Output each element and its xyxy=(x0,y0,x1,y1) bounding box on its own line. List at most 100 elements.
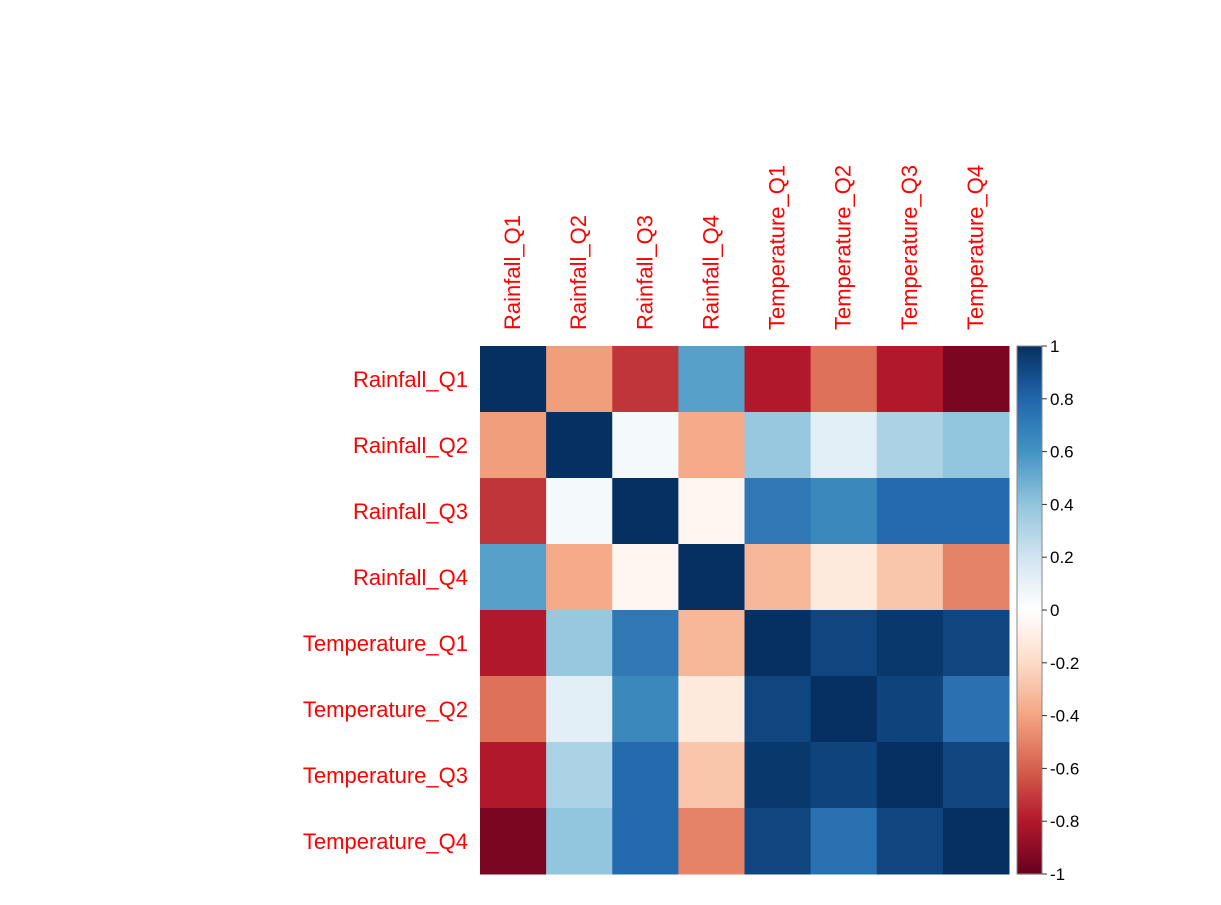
heatmap-cell-r7-c2 xyxy=(546,742,613,809)
colorbar-segment xyxy=(1017,676,1042,680)
heatmap-cell-r7-c5 xyxy=(744,742,812,809)
heatmap-cell-r2-c4 xyxy=(678,412,745,479)
colorbar-tick-label: 0.6 xyxy=(1050,443,1074,462)
row-label: Rainfall_Q1 xyxy=(353,367,468,392)
colorbar-segment xyxy=(1017,583,1042,587)
colorbar-segment xyxy=(1017,412,1042,416)
heatmap-cell-r3-c6 xyxy=(810,478,878,545)
colorbar-segment xyxy=(1017,441,1042,445)
colorbar-segment xyxy=(1017,855,1042,859)
colorbar-segment xyxy=(1017,602,1042,606)
colorbar-segment xyxy=(1017,747,1042,751)
colorbar-segment xyxy=(1017,612,1042,616)
colorbar-segment xyxy=(1017,800,1042,804)
heatmap-cell-r5-c2 xyxy=(546,610,613,677)
colorbar-segment xyxy=(1017,599,1042,603)
colorbar-segment xyxy=(1017,427,1042,432)
colorbar-tick-label: -0.6 xyxy=(1050,759,1079,778)
heatmap-cell-r6-c6 xyxy=(810,676,878,743)
colorbar-segment xyxy=(1017,607,1042,611)
colorbar-segment xyxy=(1017,544,1042,548)
colorbar-segment xyxy=(1017,467,1042,471)
colorbar-segment xyxy=(1017,462,1042,466)
colorbar-segment xyxy=(1017,644,1042,648)
colorbar-segment xyxy=(1017,866,1042,870)
colorbar-segment xyxy=(1017,388,1042,392)
heatmap-cell-r4-c8 xyxy=(942,544,1010,611)
colorbar-segment xyxy=(1017,480,1042,484)
heatmap-cell-r1-c8 xyxy=(942,346,1010,413)
colorbar-segment xyxy=(1017,369,1042,373)
colorbar-tick-label: 0 xyxy=(1050,601,1059,620)
heatmap-cell-r2-c7 xyxy=(876,412,944,479)
colorbar-segment xyxy=(1017,771,1042,775)
colorbar-segment xyxy=(1017,549,1042,553)
colorbar-segment xyxy=(1017,699,1042,703)
column-label: Temperature_Q2 xyxy=(831,165,856,330)
colorbar-segment xyxy=(1017,731,1042,735)
row-label: Rainfall_Q3 xyxy=(353,499,468,524)
colorbar-segment xyxy=(1017,665,1042,669)
heatmap-cell-r8-c3 xyxy=(612,808,679,875)
colorbar-segment xyxy=(1017,646,1042,651)
colorbar-segment xyxy=(1017,406,1042,410)
colorbar-segment xyxy=(1017,815,1042,820)
colorbar-segment xyxy=(1017,797,1042,801)
heatmap-cell-r8-c2 xyxy=(546,808,613,875)
colorbar-segment xyxy=(1017,657,1042,661)
colorbar-tick-label: -0.8 xyxy=(1050,812,1079,831)
colorbar-segment xyxy=(1017,435,1042,439)
colorbar-segment xyxy=(1017,433,1042,437)
heatmap-cell-r3-c2 xyxy=(546,478,613,545)
heatmap-cell-r5-c6 xyxy=(810,610,878,677)
colorbar-segment xyxy=(1017,810,1042,814)
colorbar-segment xyxy=(1017,726,1042,730)
colorbar-segment xyxy=(1017,852,1042,857)
colorbar-segment xyxy=(1017,715,1042,719)
heatmap-cell-r8-c8 xyxy=(942,808,1010,875)
colorbar-segment xyxy=(1017,794,1042,799)
colorbar-segment xyxy=(1017,578,1042,582)
colorbar-segment xyxy=(1017,367,1042,371)
colorbar-segment xyxy=(1017,610,1042,614)
colorbar-segment xyxy=(1017,594,1042,598)
heatmap-cell-r1-c5 xyxy=(744,346,812,413)
colorbar-segment xyxy=(1017,522,1042,527)
colorbar-segment xyxy=(1017,380,1042,384)
heatmap-cell-r5-c4 xyxy=(678,610,745,677)
colorbar-segment xyxy=(1017,525,1042,529)
colorbar-segment xyxy=(1017,781,1042,785)
colorbar-segment xyxy=(1017,485,1042,490)
colorbar-segment xyxy=(1017,591,1042,595)
colorbar-segment xyxy=(1017,580,1042,585)
heatmap-cell-r6-c7 xyxy=(876,676,944,743)
heatmap-cell-r2-c3 xyxy=(612,412,679,479)
colorbar: 1 0.8 0.6 0.4 0.2 0 -0.2 -0.4 -0.6 -0.8 -1 xyxy=(1016,337,1079,884)
colorbar-segment xyxy=(1017,802,1042,806)
colorbar-segment xyxy=(1017,786,1042,791)
heatmap-cell-r4-c6 xyxy=(810,544,878,611)
colorbar-segment xyxy=(1017,385,1042,389)
colorbar-segment xyxy=(1017,818,1042,822)
colorbar-segment xyxy=(1017,390,1042,395)
heatmap-cell-r3-c8 xyxy=(942,478,1010,545)
heatmap-cell-r4-c5 xyxy=(744,544,812,611)
row-label: Temperature_Q2 xyxy=(303,697,468,722)
colorbar-segment xyxy=(1017,792,1042,796)
heatmap-cell-r7-c3 xyxy=(612,742,679,809)
colorbar-segment xyxy=(1017,509,1042,513)
column-label: Temperature_Q1 xyxy=(765,165,790,330)
colorbar-segment xyxy=(1017,478,1042,482)
colorbar-segment xyxy=(1017,702,1042,706)
colorbar-segment xyxy=(1017,514,1042,519)
colorbar-segment xyxy=(1017,805,1042,809)
heatmap-cell-r6-c5 xyxy=(744,676,812,743)
colorbar-segment xyxy=(1017,689,1042,693)
colorbar-segment xyxy=(1017,744,1042,748)
colorbar-segment xyxy=(1017,723,1042,727)
colorbar-segment xyxy=(1017,372,1042,376)
heatmap-cell-r4-c4 xyxy=(678,544,745,611)
colorbar-segment xyxy=(1017,705,1042,709)
heatmap-cell-r2-c6 xyxy=(810,412,878,479)
